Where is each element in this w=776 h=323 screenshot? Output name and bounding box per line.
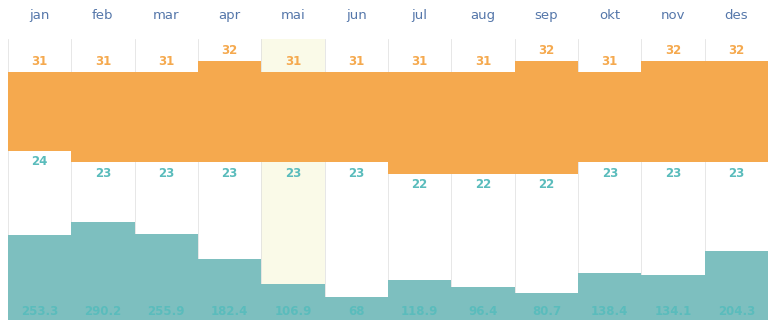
Text: 80.7: 80.7 (532, 305, 561, 318)
Bar (642, 39, 705, 320)
Text: 204.3: 204.3 (718, 305, 755, 318)
Text: 68: 68 (348, 305, 365, 318)
Bar (262, 72, 324, 162)
Bar (514, 39, 578, 320)
Bar (705, 39, 768, 320)
Text: 23: 23 (95, 167, 111, 180)
Bar (71, 72, 134, 162)
Bar (388, 39, 452, 320)
Bar (324, 297, 388, 320)
Text: 23: 23 (285, 167, 301, 180)
Text: mai: mai (281, 9, 305, 22)
Text: 22: 22 (475, 178, 491, 191)
Bar (198, 61, 262, 162)
Text: sep: sep (535, 9, 558, 22)
Text: 31: 31 (601, 55, 618, 68)
Bar (514, 61, 578, 174)
Text: 32: 32 (665, 44, 681, 57)
Text: 255.9: 255.9 (147, 305, 185, 318)
Text: 23: 23 (158, 167, 175, 180)
Text: 23: 23 (665, 167, 681, 180)
Text: 23: 23 (601, 167, 618, 180)
Bar (262, 284, 324, 320)
Bar (578, 39, 642, 320)
Bar (642, 275, 705, 320)
Text: 22: 22 (411, 178, 428, 191)
Bar (705, 251, 768, 320)
Text: 23: 23 (348, 167, 365, 180)
Bar (71, 39, 134, 320)
Bar (642, 61, 705, 162)
Text: 31: 31 (31, 55, 47, 68)
Text: 290.2: 290.2 (84, 305, 122, 318)
Text: 31: 31 (285, 55, 301, 68)
Bar (578, 273, 642, 320)
Bar (134, 72, 198, 162)
Bar (452, 287, 514, 320)
Bar (134, 39, 198, 320)
Text: okt: okt (599, 9, 620, 22)
Text: 23: 23 (729, 167, 745, 180)
Bar (71, 223, 134, 320)
Text: feb: feb (92, 9, 113, 22)
Bar (705, 61, 768, 162)
Text: 31: 31 (411, 55, 428, 68)
Text: 22: 22 (539, 178, 555, 191)
Text: 138.4: 138.4 (591, 305, 629, 318)
Text: 24: 24 (31, 155, 47, 168)
Bar (134, 234, 198, 320)
Text: 253.3: 253.3 (21, 305, 58, 318)
Text: des: des (725, 9, 748, 22)
Bar (198, 259, 262, 320)
Bar (198, 39, 262, 320)
Text: 31: 31 (475, 55, 491, 68)
Bar (578, 72, 642, 162)
Text: nov: nov (661, 9, 685, 22)
Bar (388, 280, 452, 320)
Text: 32: 32 (539, 44, 555, 57)
Bar (452, 72, 514, 174)
Text: 96.4: 96.4 (469, 305, 497, 318)
Text: 23: 23 (221, 167, 237, 180)
Bar (8, 235, 71, 320)
Text: mar: mar (153, 9, 179, 22)
Text: 31: 31 (158, 55, 175, 68)
Bar (452, 39, 514, 320)
Text: 32: 32 (221, 44, 237, 57)
Text: aug: aug (470, 9, 496, 22)
Text: 106.9: 106.9 (274, 305, 312, 318)
Text: jul: jul (412, 9, 428, 22)
Text: 31: 31 (348, 55, 365, 68)
Text: 31: 31 (95, 55, 111, 68)
Bar (388, 72, 452, 174)
Text: 134.1: 134.1 (654, 305, 692, 318)
Bar (324, 72, 388, 162)
Bar (262, 39, 324, 320)
Bar (8, 72, 71, 151)
Bar (514, 293, 578, 320)
Bar (8, 39, 71, 320)
Text: jun: jun (346, 9, 367, 22)
Text: jan: jan (29, 9, 50, 22)
Bar (324, 39, 388, 320)
Text: 32: 32 (729, 44, 745, 57)
Text: apr: apr (219, 9, 241, 22)
Text: 118.9: 118.9 (401, 305, 438, 318)
Text: 182.4: 182.4 (211, 305, 248, 318)
